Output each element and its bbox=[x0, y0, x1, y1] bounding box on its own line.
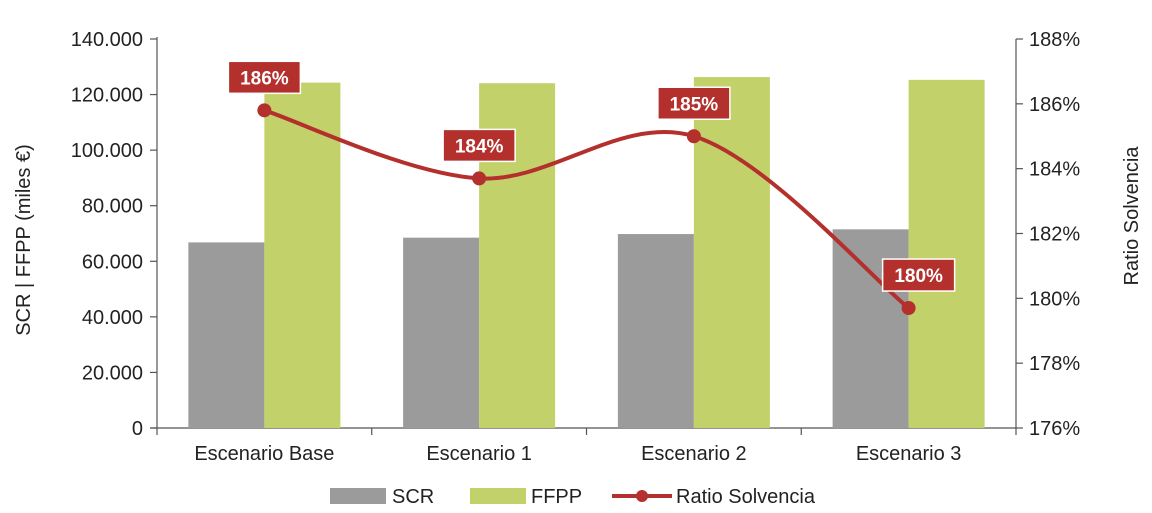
y2-axis-title: Ratio Solvencia bbox=[1121, 146, 1143, 286]
ratio-data-label-box bbox=[442, 128, 516, 163]
left-tick-label: 0 bbox=[132, 418, 143, 440]
ratio-data-label-box bbox=[657, 86, 731, 120]
ratio-point bbox=[686, 129, 701, 144]
left-tick-label: 20.000 bbox=[82, 362, 143, 384]
ratio-point bbox=[901, 301, 916, 316]
left-tick-label: 40.000 bbox=[82, 307, 143, 329]
category-label: Escenario Base bbox=[194, 443, 334, 465]
bar-ffpp bbox=[693, 77, 770, 428]
left-tick-label: 80.000 bbox=[82, 196, 143, 218]
left-tick-label: 100.000 bbox=[71, 140, 143, 162]
right-tick-label: 188% bbox=[1029, 29, 1080, 51]
ratio-data-label: 186% bbox=[240, 68, 289, 89]
legend-swatch-scr bbox=[330, 488, 386, 504]
legend-label-scr: SCR bbox=[392, 486, 434, 508]
legend-label-ratio: Ratio Solvencia bbox=[676, 486, 816, 508]
legend-label-ffpp: FFPP bbox=[531, 486, 582, 508]
legend: SCR FFPP Ratio Solvencia bbox=[330, 486, 816, 508]
bars bbox=[188, 77, 985, 429]
ratio-line-layer: 186% 184% 185% 180% bbox=[227, 60, 956, 316]
ratio-data-label: 184% bbox=[455, 136, 504, 157]
bar-ffpp bbox=[908, 79, 985, 428]
ratio-data-label-box bbox=[227, 60, 302, 95]
bar-ffpp bbox=[264, 82, 341, 429]
bar-scr bbox=[188, 242, 265, 428]
legend-marker-ratio bbox=[636, 490, 648, 502]
category-labels: Escenario Base Escenario 1 Escenario 2 Esce… bbox=[194, 443, 961, 465]
category-label: Escenario 1 bbox=[426, 443, 532, 465]
right-tick-label: 180% bbox=[1029, 288, 1080, 310]
right-tick-label: 182% bbox=[1029, 224, 1080, 246]
ratio-point bbox=[472, 171, 487, 186]
ratio-point bbox=[257, 103, 272, 118]
left-tick-label: 140.000 bbox=[71, 29, 143, 51]
right-tick-label: 184% bbox=[1029, 159, 1080, 181]
y-axis-title: SCR | FFPP (miles €) bbox=[13, 144, 35, 336]
bar-scr bbox=[617, 234, 694, 428]
ratio-data-label: 180% bbox=[894, 266, 943, 287]
left-tick-label: 60.000 bbox=[82, 251, 143, 273]
category-label: Escenario 2 bbox=[641, 443, 747, 465]
ratio-data-label: 185% bbox=[670, 94, 719, 115]
right-tick-label: 186% bbox=[1029, 94, 1080, 116]
bar-scr bbox=[403, 237, 480, 428]
right-tick-label: 176% bbox=[1029, 418, 1080, 440]
category-label: Escenario 3 bbox=[856, 443, 962, 465]
left-tick-label: 120.000 bbox=[71, 85, 143, 107]
right-axis: 176% 178% 180% 182% 184% 186% 188% bbox=[1015, 29, 1080, 440]
legend-swatch-ffpp bbox=[470, 488, 526, 504]
right-tick-label: 178% bbox=[1029, 353, 1080, 375]
ratio-data-label-box bbox=[881, 258, 956, 292]
ratio-line bbox=[263, 108, 910, 310]
